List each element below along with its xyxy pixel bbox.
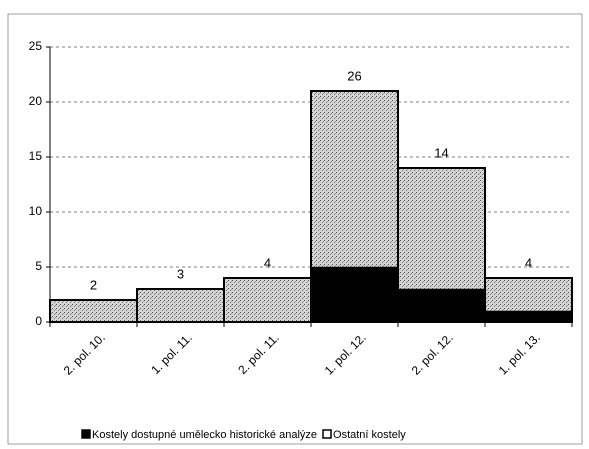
x-tick-label: 1. pol. 13. xyxy=(496,330,543,377)
data-label: 2 xyxy=(90,277,97,292)
legend-label: Kostely dostupné umělecko historické ana… xyxy=(92,429,317,441)
y-tick-label: 5 xyxy=(35,259,42,273)
bar xyxy=(484,310,573,323)
chart-frame xyxy=(7,13,583,445)
bar xyxy=(397,288,486,323)
data-label: 4 xyxy=(525,255,532,270)
legend-swatch xyxy=(322,429,332,439)
x-tick-label: 2. pol. 12. xyxy=(409,330,456,377)
x-tick-label: 1. pol. 12. xyxy=(322,330,369,377)
y-tick-label: 15 xyxy=(29,149,43,163)
legend-swatch xyxy=(81,429,91,439)
x-tick-label: 2. pol. 11. xyxy=(235,330,282,377)
bar xyxy=(49,299,138,323)
y-tick-label: 20 xyxy=(29,94,43,108)
y-tick-label: 0 xyxy=(35,314,42,328)
y-tick-label: 25 xyxy=(29,39,43,53)
bar xyxy=(136,288,225,323)
y-tick-label: 10 xyxy=(29,204,43,218)
data-label: 4 xyxy=(264,255,271,270)
x-tick-label: 2. pol. 10. xyxy=(61,330,108,377)
x-tick-label: 1. pol. 11. xyxy=(148,330,195,377)
bar xyxy=(223,277,312,323)
bar xyxy=(310,266,399,323)
legend-label: Ostatní kostely xyxy=(333,429,406,441)
data-label: 3 xyxy=(177,266,184,281)
data-label: 26 xyxy=(347,68,361,83)
data-label: 14 xyxy=(434,145,448,160)
